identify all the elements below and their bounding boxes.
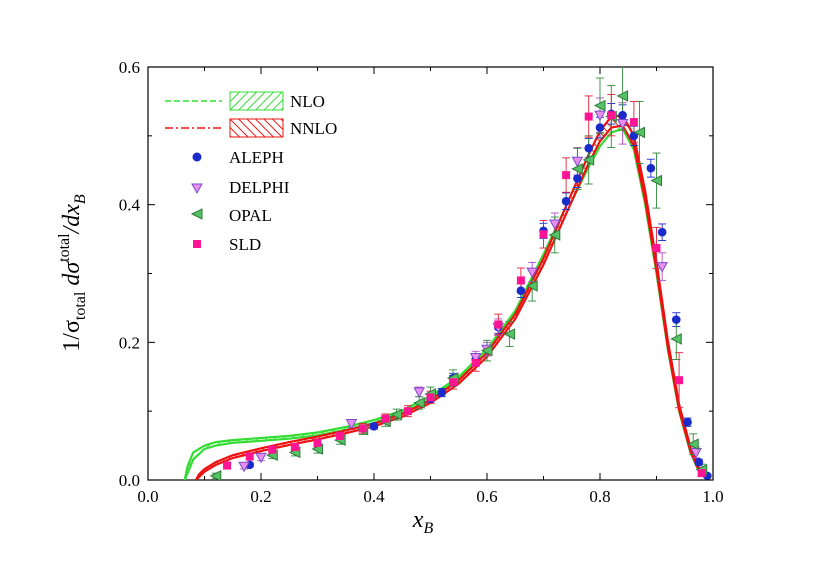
y-axis-title: 1/σtotal dσtotal/dxB	[56, 194, 89, 352]
aleph-point	[646, 163, 656, 173]
x-tick-label: 0.0	[137, 487, 158, 506]
aleph-point	[671, 315, 681, 324]
sld-point	[426, 393, 435, 402]
aleph-point	[573, 174, 582, 183]
x-tick-label: 1.0	[702, 487, 723, 506]
legend-aleph-marker	[192, 152, 202, 162]
opal-point	[687, 438, 699, 451]
legend-item-opal: OPAL	[190, 206, 272, 225]
sld-point	[471, 358, 480, 367]
aleph-point	[694, 457, 704, 467]
aleph-point	[618, 110, 627, 120]
delphi-point	[255, 452, 267, 464]
opal-point	[390, 408, 403, 421]
legend: NLO NNLO ALEPH DELPHI OPAL SLD	[165, 91, 337, 254]
legend-delphi-marker	[191, 183, 203, 195]
aleph-point	[584, 143, 593, 153]
y-tick-label: 0.6	[119, 58, 140, 77]
delphi-point	[345, 419, 358, 430]
sld-point	[245, 452, 254, 461]
sld-point	[494, 320, 503, 329]
sld-point	[539, 230, 548, 239]
sld-point	[381, 414, 390, 423]
delphi-point	[413, 387, 426, 398]
delphi-point	[571, 156, 584, 168]
opal-point	[582, 154, 595, 166]
legend-opal-marker	[190, 208, 203, 220]
y-tick-label: 0.0	[119, 471, 140, 490]
delphi-point	[548, 219, 561, 230]
legend-sld-label: SLD	[229, 235, 261, 254]
aleph-point	[595, 123, 605, 132]
nnlo-band-upper-edge	[195, 114, 709, 480]
sld-point	[403, 407, 412, 416]
aleph-point	[657, 227, 667, 237]
sld-point	[629, 118, 638, 127]
sld-point	[336, 431, 345, 440]
legend-nnlo-label: NNLO	[290, 119, 337, 138]
y-tick-label: 0.4	[119, 196, 141, 215]
legend-sld-marker	[193, 240, 201, 248]
x-tick-label: 0.6	[476, 487, 497, 506]
opal-point	[480, 344, 493, 357]
opal-point	[571, 163, 583, 175]
sld-point	[290, 442, 299, 451]
legend-nnlo-hatch	[229, 118, 284, 138]
legend-item-nlo: NLO	[165, 91, 325, 111]
legend-nlo-hatch	[229, 91, 284, 111]
opal-point	[650, 174, 662, 187]
sld-point	[562, 171, 571, 180]
legend-item-sld: SLD	[193, 235, 261, 254]
sld-point	[268, 445, 277, 454]
axes: 0.0 0.2 0.4 0.6 0.8 1.0 0.0 0.2 0.4 0.6	[119, 58, 724, 506]
opal-point	[209, 470, 222, 480]
opal-point	[616, 90, 629, 102]
sld-point	[449, 378, 458, 387]
data-points	[209, 90, 712, 480]
legend-item-delphi: DELPHI	[191, 178, 290, 197]
aleph-point	[516, 286, 526, 296]
opal-point	[633, 126, 646, 139]
sld-point	[313, 438, 322, 447]
opal-point	[548, 229, 561, 241]
x-tick-label: 0.2	[250, 487, 271, 506]
sld-point	[358, 424, 367, 433]
x-axis-title: xB	[412, 507, 434, 537]
opal-point	[593, 99, 606, 112]
legend-delphi-label: DELPHI	[229, 178, 290, 197]
delphi-point	[616, 118, 629, 130]
x-tick-label: 0.8	[589, 487, 610, 506]
delphi-point	[238, 461, 250, 473]
sld-point	[607, 111, 616, 120]
delphi-point	[594, 110, 606, 122]
opal-point	[413, 397, 425, 409]
legend-item-nnlo: NNLO	[165, 118, 337, 138]
sld-point	[652, 244, 661, 253]
opal-point	[526, 280, 538, 292]
sld-point	[675, 376, 684, 385]
x-tick-label: 0.4	[363, 487, 385, 506]
delphi-point	[469, 352, 482, 364]
sld-point	[516, 276, 525, 285]
opal-point	[503, 328, 516, 340]
opal-point	[670, 333, 682, 345]
aleph-point	[561, 196, 571, 206]
aleph-point	[437, 388, 447, 397]
y-tick-label: 0.2	[119, 333, 140, 352]
legend-opal-label: OPAL	[229, 206, 272, 225]
aleph-point	[369, 422, 379, 431]
sld-point	[584, 112, 593, 121]
legend-nlo-label: NLO	[290, 92, 325, 111]
legend-aleph-label: ALEPH	[229, 148, 284, 167]
delphi-point	[526, 267, 539, 279]
aleph-point	[683, 417, 692, 427]
delphi-point	[656, 262, 668, 273]
legend-item-aleph: ALEPH	[192, 148, 284, 167]
sld-point	[697, 469, 706, 478]
sld-point	[223, 461, 232, 470]
